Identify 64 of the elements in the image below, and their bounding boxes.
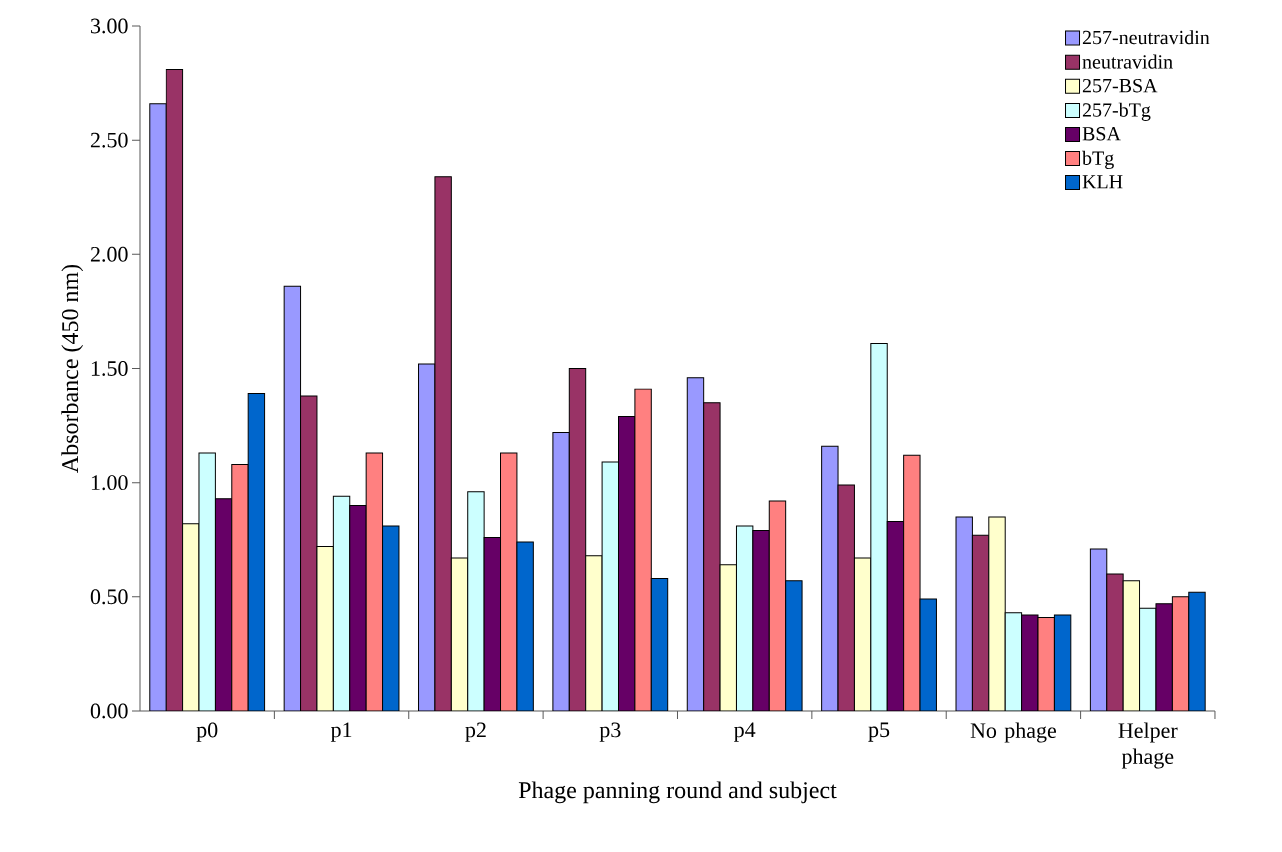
bar xyxy=(618,415,636,711)
bar xyxy=(1188,591,1206,711)
x-tick-label: p3 xyxy=(599,722,621,742)
x-tick-label: Helper phage xyxy=(1118,722,1178,769)
bar xyxy=(971,534,990,711)
legend-label: BSA xyxy=(1082,127,1121,141)
bar xyxy=(821,445,839,711)
bar xyxy=(552,431,570,711)
y-tick-label: 3.00 xyxy=(91,18,128,34)
bar xyxy=(1053,614,1072,711)
bar xyxy=(382,525,400,711)
x-tick-label: p5 xyxy=(868,722,890,742)
x-tick-label: p2 xyxy=(465,722,486,742)
bar xyxy=(165,68,184,711)
bar xyxy=(349,505,367,711)
bar xyxy=(1089,548,1108,711)
y-tick-label: 0.50 xyxy=(90,589,128,605)
bar xyxy=(198,452,216,711)
legend-label: 257-neutravidin xyxy=(1082,30,1210,45)
bar xyxy=(418,363,436,711)
y-tick-label: 1.50 xyxy=(91,361,128,376)
y-tick-label: 2.50 xyxy=(90,132,128,148)
bar xyxy=(1004,612,1023,711)
legend-label: 257-BSA xyxy=(1082,78,1158,93)
y-tick-label: 0.00 xyxy=(90,703,128,719)
bar xyxy=(300,395,318,711)
bar xyxy=(1139,607,1157,711)
bar xyxy=(214,498,233,711)
bar xyxy=(1106,573,1124,711)
bar xyxy=(434,176,452,711)
bar xyxy=(483,536,502,711)
bar xyxy=(247,393,266,711)
bar xyxy=(703,402,721,711)
bar xyxy=(332,495,351,711)
legend-label: neutravidin xyxy=(1082,54,1173,69)
legend-label: bTg xyxy=(1082,150,1114,169)
bar xyxy=(886,520,905,711)
bar xyxy=(837,484,855,711)
bar xyxy=(568,368,587,711)
bar xyxy=(516,541,534,711)
bar xyxy=(686,377,705,711)
bar xyxy=(752,530,770,711)
bar xyxy=(601,461,619,711)
bar xyxy=(283,285,302,711)
bar xyxy=(919,598,937,711)
bar xyxy=(735,525,754,711)
x-tick-label: p4 xyxy=(734,722,756,742)
bar xyxy=(955,516,973,711)
bar xyxy=(1155,603,1173,711)
x-axis-title: Phage panning round and subject xyxy=(518,781,837,804)
x-tick-label: p1 xyxy=(330,722,352,742)
legend-label: KLH xyxy=(1082,175,1123,189)
bar xyxy=(149,103,167,711)
bar xyxy=(650,578,669,711)
x-tick-label: No phage xyxy=(970,722,1057,743)
bar xyxy=(785,580,803,711)
bar xyxy=(870,342,888,711)
y-axis-title: Absorbance (450 nm) xyxy=(61,264,84,473)
x-tick-label: p0 xyxy=(196,722,218,742)
y-tick-label: 2.00 xyxy=(90,246,128,262)
bar xyxy=(1021,614,1039,711)
bar xyxy=(467,491,485,711)
legend-label: 257-bTg xyxy=(1082,102,1151,121)
y-tick-label: 1.00 xyxy=(91,475,128,491)
